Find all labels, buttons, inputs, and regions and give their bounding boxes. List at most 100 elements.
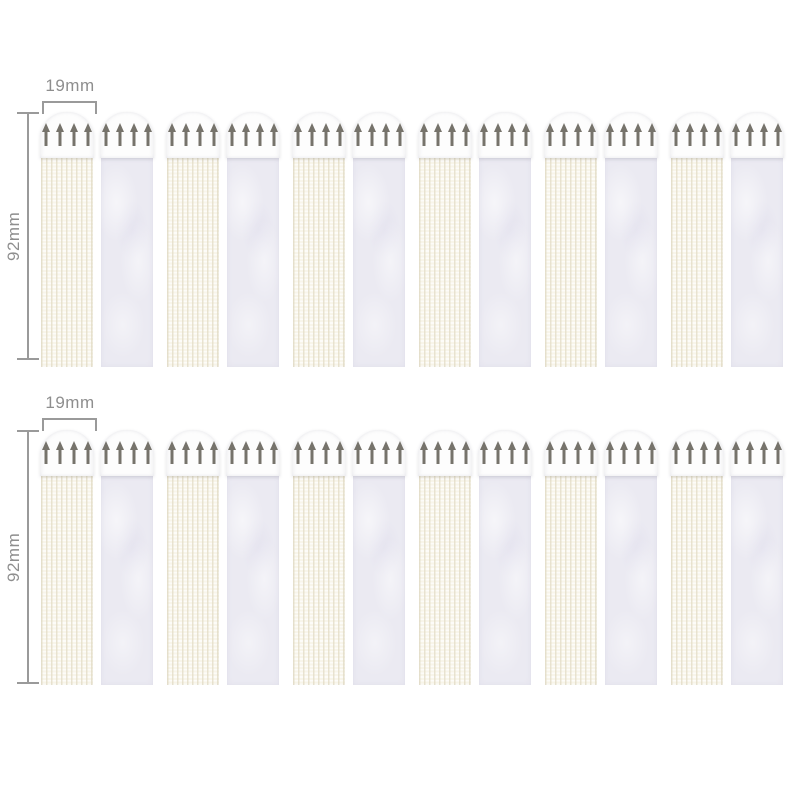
up-arrow-icon [700,123,709,147]
up-arrow-icon [210,123,219,147]
up-arrow-icon [84,123,93,147]
up-arrow-icon [102,441,111,465]
strip-cap [604,430,658,476]
up-arrow-icon [270,441,279,465]
up-arrow-icon [672,441,681,465]
strip-pair [166,112,280,367]
up-arrow-icon [56,441,65,465]
strip-body [41,156,93,367]
up-arrow-icon [116,441,125,465]
height-dimension-line: 92mm [4,430,40,684]
up-arrow-icon [308,441,317,465]
up-arrow-icon [70,441,79,465]
up-arrow-icon [182,123,191,147]
strip-body [671,156,723,367]
up-arrow-icon [620,123,629,147]
up-arrow-icon [168,123,177,147]
up-arrow-icon [56,123,65,147]
strip-body [419,156,471,367]
up-arrow-icon [746,123,755,147]
up-arrow-icon [42,441,51,465]
strip-pair [670,430,784,685]
strip-body [101,156,153,367]
strip-cap [166,430,220,476]
strip-body [671,474,723,685]
hook-strip [670,430,724,685]
up-arrow-icon [294,123,303,147]
up-arrow-icon [382,123,391,147]
up-arrow-icon [182,441,191,465]
loop-strip [478,112,532,367]
strip-body [227,474,279,685]
hook-strip [418,112,472,367]
up-arrow-icon [480,123,489,147]
dimension-line [27,430,29,684]
loop-strip [352,112,406,367]
strip-pair [40,430,154,685]
strip-body [167,474,219,685]
up-arrow-icon [732,123,741,147]
up-arrow-icon [322,441,331,465]
up-arrow-icon [560,441,569,465]
width-dimension-line [42,418,97,432]
hook-strip [418,430,472,685]
strip-pair [544,430,658,685]
up-arrow-icon [606,123,615,147]
dimension-tick [17,682,39,684]
strip-cap [730,112,784,158]
strip-cap [418,112,472,158]
hook-strip [40,430,94,685]
hook-strip [40,112,94,367]
strip-body [545,156,597,367]
loop-strip [226,430,280,685]
up-arrow-icon [522,441,531,465]
up-arrow-icon [420,123,429,147]
strip-pair [670,112,784,367]
up-arrow-icon [732,441,741,465]
strip-body [731,156,783,367]
up-arrow-icon [130,123,139,147]
up-arrow-icon [196,123,205,147]
strip-body [41,474,93,685]
up-arrow-icon [336,123,345,147]
up-arrow-icon [42,123,51,147]
up-arrow-icon [760,123,769,147]
up-arrow-icon [700,441,709,465]
strips-row [40,112,784,367]
strip-cap [670,430,724,476]
up-arrow-icon [774,441,783,465]
strip-body [101,474,153,685]
up-arrow-icon [480,441,489,465]
up-arrow-icon [774,123,783,147]
hook-strip [544,112,598,367]
strip-pair [418,430,532,685]
hook-strip [292,430,346,685]
dimension-tick [95,418,97,431]
up-arrow-icon [672,123,681,147]
height-dimension-label: 92mm [4,532,23,582]
strip-pair [292,112,406,367]
loop-strip [604,112,658,367]
up-arrow-icon [686,123,695,147]
strip-body [731,474,783,685]
dimension-line [42,418,97,420]
up-arrow-icon [144,123,153,147]
up-arrow-icon [714,441,723,465]
loop-strip [100,430,154,685]
up-arrow-icon [396,123,405,147]
up-arrow-icon [448,441,457,465]
up-arrow-icon [256,123,265,147]
dimension-tick [42,418,44,431]
up-arrow-icon [434,123,443,147]
up-arrow-icon [588,123,597,147]
up-arrow-icon [620,441,629,465]
height-dimension-label: 92mm [4,211,23,261]
dimension-line [42,101,97,103]
up-arrow-icon [368,441,377,465]
up-arrow-icon [546,123,555,147]
up-arrow-icon [368,123,377,147]
up-arrow-icon [494,123,503,147]
strip-body [227,156,279,367]
up-arrow-icon [714,123,723,147]
loop-strip [226,112,280,367]
